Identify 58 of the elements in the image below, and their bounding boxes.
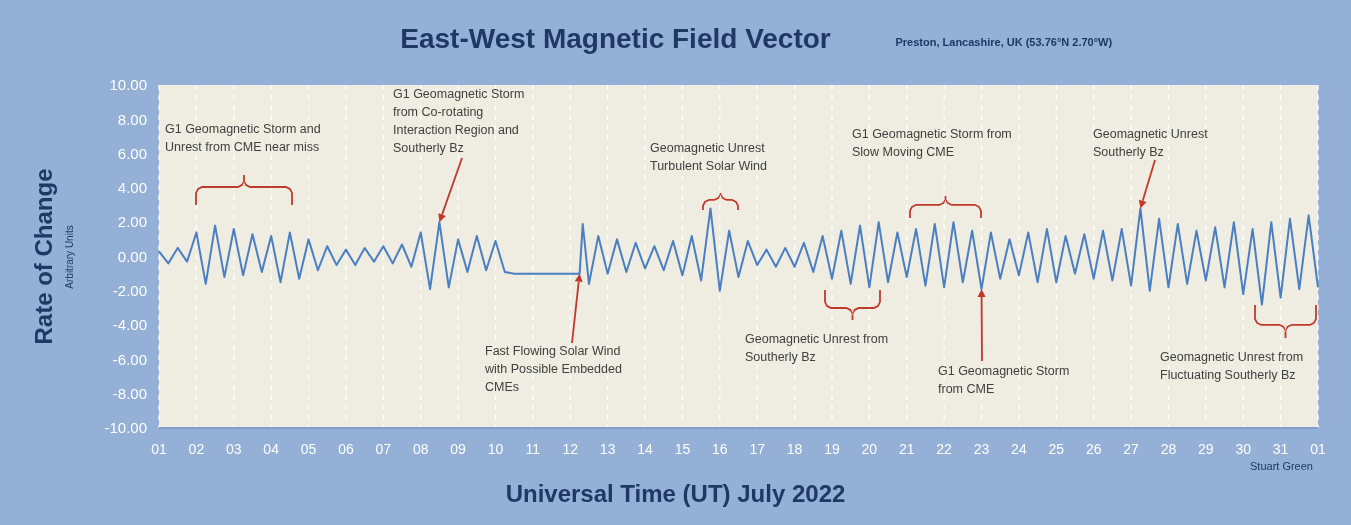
chart-subtitle: Preston, Lancashire, UK (53.76°N 2.70°W) xyxy=(895,36,1113,48)
x-tick-label: 01 xyxy=(151,441,167,457)
x-tick-label: 14 xyxy=(637,441,654,457)
x-tick-label: 09 xyxy=(450,441,467,457)
x-tick-label: 27 xyxy=(1123,441,1140,457)
annotation: Geomagnetic Unrest from Southerly Bz xyxy=(745,332,889,364)
x-tick-label: 11 xyxy=(525,441,541,457)
y-tick-label: -10.00 xyxy=(104,419,147,437)
x-tick-label: 25 xyxy=(1048,441,1065,457)
x-tick-label: 29 xyxy=(1198,441,1214,457)
x-tick-label: 20 xyxy=(861,441,878,457)
y-tick-label: -8.00 xyxy=(112,384,147,402)
y-axis-title: Rate of Change xyxy=(30,168,57,345)
x-tick-label: 07 xyxy=(375,441,392,457)
annotation: G1 Geomagnetic Storm and Unrest from CME near miss xyxy=(165,122,321,154)
x-tick-label: 01 xyxy=(1310,441,1326,457)
x-tick-label: 24 xyxy=(1011,441,1027,457)
x-tick-label: 13 xyxy=(599,441,616,457)
y-tick-label: -2.00 xyxy=(112,282,147,300)
x-tick-label: 17 xyxy=(749,441,766,457)
x-tick-label: 18 xyxy=(786,441,803,457)
y-tick-label: 4.00 xyxy=(117,179,147,197)
x-tick-label: 12 xyxy=(562,441,579,457)
text: Arbitrary Units xyxy=(64,225,75,289)
annotation: Geomagnetic Unrest Southerly Bz xyxy=(1093,127,1209,159)
x-tick-label: 02 xyxy=(188,441,205,457)
annotation: G1 Geomagnetic Storm from Slow Moving CME xyxy=(852,127,1012,159)
x-tick-label: 06 xyxy=(338,441,354,457)
x-tick-label: 19 xyxy=(824,441,840,457)
annotation: G1 Geomagnetic Storm from CME xyxy=(938,364,1070,396)
x-tick-label: 05 xyxy=(300,441,317,457)
x-tick-label: 16 xyxy=(712,441,728,457)
y-tick-label: 0.00 xyxy=(117,247,147,265)
x-axis-title: Universal Time (UT) July 2022 xyxy=(505,480,846,507)
x-tick-label: 04 xyxy=(263,441,280,457)
annotation: Fast Flowing Solar Wind with Possible Embedded CMEs xyxy=(484,344,622,394)
x-tick-label: 28 xyxy=(1160,441,1177,457)
x-tick-label: 10 xyxy=(487,441,504,457)
x-tick-label: 08 xyxy=(412,441,429,457)
x-tick-label: 22 xyxy=(936,441,953,457)
x-tick-label: 15 xyxy=(674,441,691,457)
y-tick-label: 6.00 xyxy=(117,144,147,162)
y-tick-label: -4.00 xyxy=(112,316,147,334)
annotation: Geomagnetic Unrest from Fluctuating Southerly Bz xyxy=(1160,350,1304,382)
x-tick-label: 03 xyxy=(225,441,242,457)
annotation: Geomagnetic Unrest Turbulent Solar Wind xyxy=(650,141,767,173)
y-tick-label: 2.00 xyxy=(117,213,147,231)
x-tick-label: 23 xyxy=(973,441,990,457)
annotation: G1 Geomagnetic Storm from Co-rotating Interaction Region and Southerly Bz xyxy=(393,87,525,155)
x-tick-label: 31 xyxy=(1272,441,1289,457)
chart-title: East-West Magnetic Field Vector xyxy=(400,23,831,54)
x-tick-label: 21 xyxy=(898,441,915,457)
y-tick-label: 8.00 xyxy=(117,110,147,128)
text: Stuart Green xyxy=(1250,460,1313,472)
x-tick-label: 26 xyxy=(1085,441,1102,457)
y-tick-label: -6.00 xyxy=(112,350,147,368)
y-tick-label: 10.00 xyxy=(109,76,147,94)
x-tick-label: 30 xyxy=(1235,441,1252,457)
